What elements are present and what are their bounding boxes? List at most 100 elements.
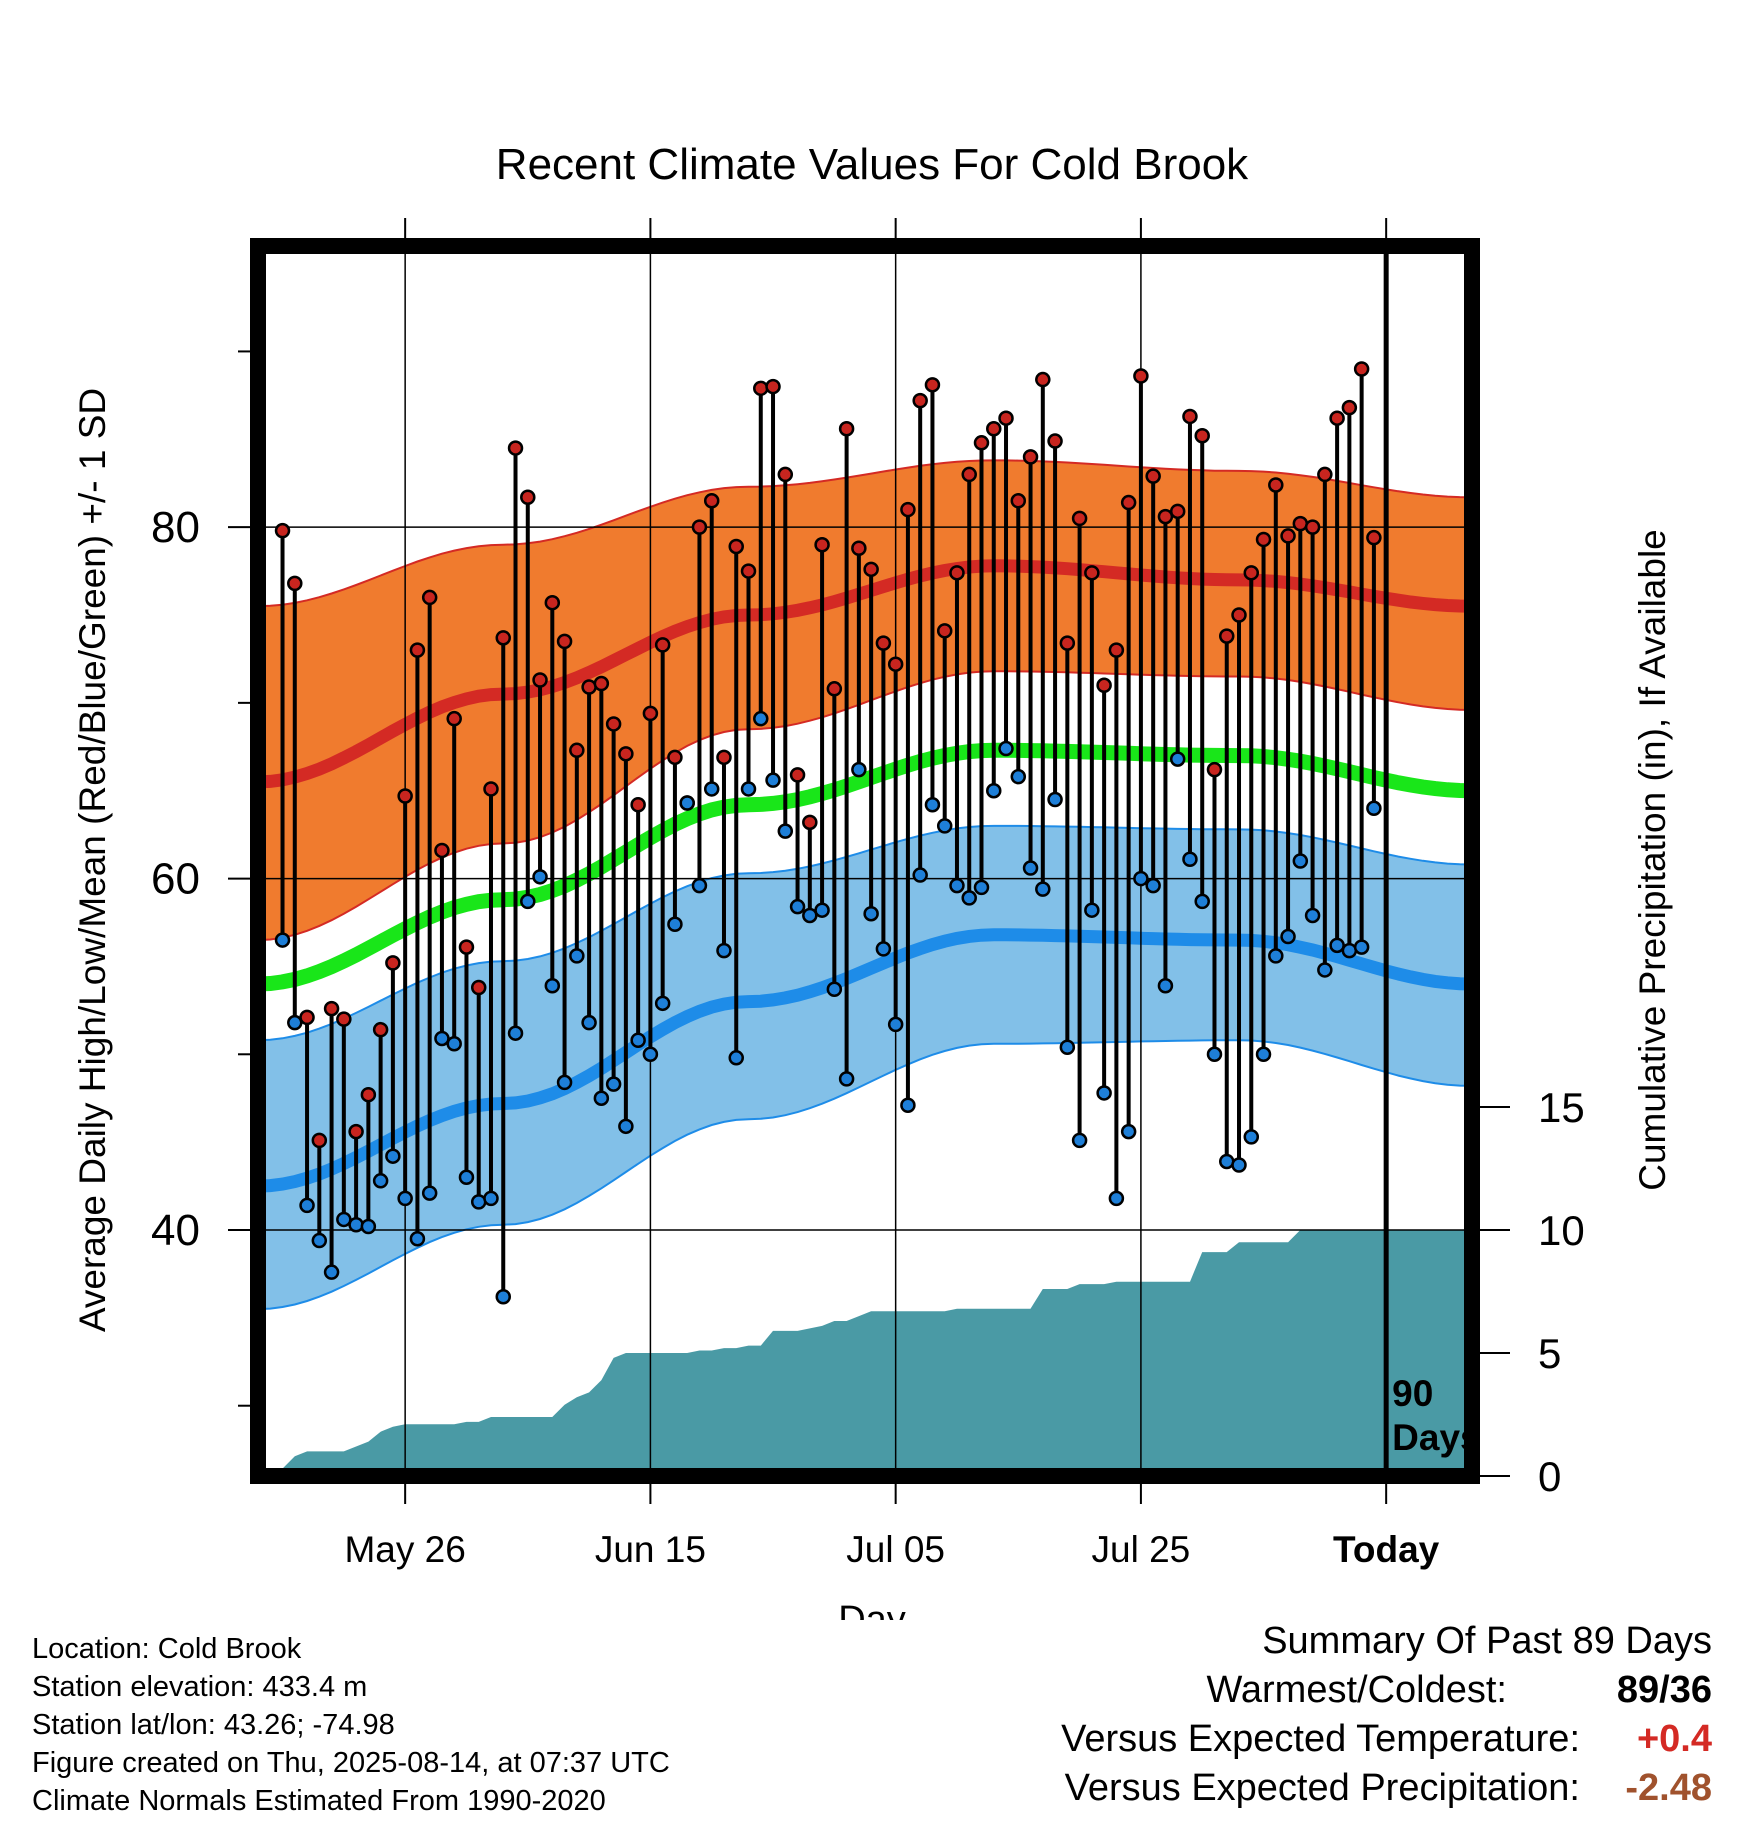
- normal-low-line: [257, 928, 1473, 1193]
- daily-low-point: [1084, 902, 1100, 918]
- daily-low-point: [851, 761, 867, 778]
- daily-high-point: [1010, 493, 1027, 509]
- daily-high-point: [1022, 449, 1039, 465]
- daily-low-point: [1218, 1153, 1235, 1170]
- daily-low-point: [654, 995, 671, 1012]
- daily-low-point: [777, 823, 794, 839]
- daily-high-point: [654, 637, 671, 653]
- daily-low-point: [691, 877, 708, 894]
- daily-low-point: [1317, 962, 1333, 978]
- daily-high-point: [1317, 466, 1333, 483]
- daily-high-point: [470, 979, 487, 996]
- y2-tick-label: 10: [1538, 1207, 1585, 1254]
- daily-high-point: [385, 955, 401, 971]
- y-tick-label: 80: [151, 503, 200, 552]
- daily-low-point: [1255, 1046, 1272, 1063]
- daily-high-point: [1255, 531, 1272, 548]
- daily-high-point: [1206, 761, 1223, 778]
- daily-high-point: [483, 781, 499, 797]
- plot-border: [250, 238, 1480, 1484]
- daily-low-point: [434, 1030, 450, 1047]
- daily-high-point: [1035, 371, 1051, 388]
- daily-low-point: [814, 902, 830, 918]
- daily-high-point: [1120, 494, 1137, 511]
- daily-high-point: [1194, 428, 1210, 444]
- daily-high-point: [667, 749, 683, 766]
- x-tick-label: Today: [1333, 1529, 1440, 1570]
- x-axis-label: Day: [838, 1599, 906, 1620]
- daily-low-point: [1366, 800, 1382, 817]
- daily-low-point: [569, 948, 585, 964]
- daily-high-point: [802, 814, 818, 831]
- daily-low-point: [1071, 1132, 1088, 1149]
- daily-high-point: [569, 742, 585, 759]
- daily-high-point: [1071, 510, 1088, 527]
- daily-low-point: [274, 932, 291, 948]
- daily-high-point: [495, 630, 512, 646]
- temp-vs-expected-value: +0.4: [1636, 1718, 1712, 1760]
- daily-low-point: [936, 818, 953, 834]
- daily-low-point: [667, 916, 683, 933]
- daily-high-point: [287, 575, 303, 592]
- daily-low-point: [397, 1190, 413, 1207]
- daily-low-point: [348, 1216, 364, 1233]
- daily-high-point: [1280, 528, 1296, 544]
- precipitation-area: [282, 1230, 1472, 1476]
- daily-low-point: [618, 1118, 634, 1135]
- daily-high-point: [446, 710, 462, 727]
- daily-low-point: [802, 907, 818, 924]
- daily-high-point: [360, 1086, 377, 1103]
- daily-low-point: [740, 781, 757, 797]
- daily-high-point: [274, 522, 291, 539]
- climate-chart: Recent Climate Values For Cold Brook 90D…: [72, 140, 1673, 1620]
- daily-high-point: [863, 561, 879, 578]
- chart-title: Recent Climate Values For Cold Brook: [496, 140, 1249, 189]
- daily-high-point: [777, 466, 794, 483]
- daily-low-point: [1304, 907, 1321, 924]
- precip-area: [282, 1230, 1472, 1476]
- daily-low-point: [642, 1046, 659, 1063]
- y2-axis-label: Cumulative Precipitation (in), If Availa…: [1632, 529, 1673, 1191]
- daily-low-point: [1243, 1129, 1260, 1145]
- daily-low-point: [556, 1074, 573, 1091]
- daily-high-point: [593, 675, 610, 692]
- daily-low-point: [593, 1090, 610, 1106]
- daily-low-point: [311, 1232, 328, 1249]
- precip-vs-expected-label: Versus Expected Precipitation:: [1064, 1767, 1580, 1809]
- daily-high-point: [1366, 529, 1382, 546]
- normal-mean-line: [257, 742, 1473, 992]
- daily-high-point: [581, 679, 597, 695]
- daily-low-point: [1157, 978, 1174, 994]
- daily-high-point: [1047, 433, 1063, 449]
- daily-high-point: [1157, 508, 1174, 525]
- summary-panel: Summary Of Past 89 Days Warmest/Coldest:…: [812, 1620, 1712, 1816]
- latlon-text: Station lat/lon: 43.26; -74.98: [32, 1709, 395, 1741]
- daily-high-point: [1353, 361, 1370, 377]
- daily-low-point: [287, 1014, 303, 1031]
- daily-high-point: [1133, 368, 1149, 384]
- y-axis-label: Average Daily High/Low/Mean (Red/Blue/Gr…: [72, 388, 113, 1332]
- daily-high-point: [1243, 565, 1260, 581]
- axes: May 26 Jun 15 Jul 05 Jul 25 Today 40 60 80 0 5 10 1…: [151, 218, 1585, 1570]
- daily-low-point: [520, 893, 536, 910]
- daily-low-point: [470, 1194, 487, 1210]
- daily-high-point: [851, 540, 867, 556]
- x-tick-label: Jul 05: [846, 1529, 945, 1570]
- daily-high-point: [875, 635, 892, 651]
- station-info: Location: Cold Brook Station elevation: …: [32, 1630, 670, 1820]
- daily-low-point: [336, 1211, 352, 1228]
- daily-high-point: [826, 681, 843, 697]
- daily-low-point: [703, 781, 720, 797]
- daily-low-point: [1231, 1157, 1247, 1173]
- daily-high-point: [397, 788, 413, 804]
- daily-low-point: [1010, 768, 1027, 785]
- daily-low-point: [458, 1169, 475, 1186]
- daily-high-point: [814, 536, 830, 553]
- daily-high-point: [1341, 399, 1358, 416]
- daily-low-point: [900, 1097, 916, 1113]
- daily-low-point: [1145, 877, 1161, 894]
- y-tick-label: 60: [151, 855, 200, 904]
- daily-high-point: [949, 565, 965, 581]
- daily-low-point: [446, 1035, 462, 1052]
